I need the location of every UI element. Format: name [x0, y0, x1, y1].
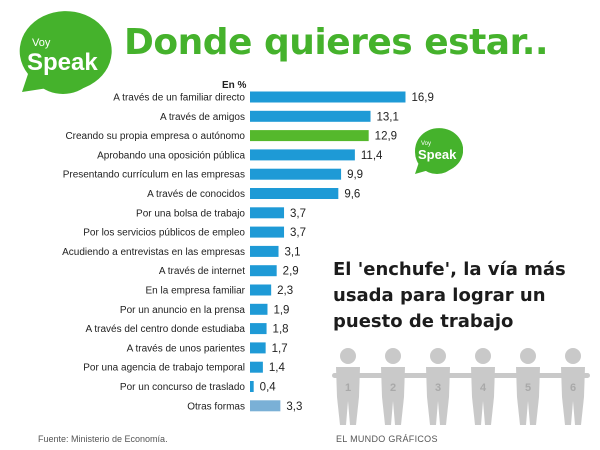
category-label: Acudiendo a entrevistas en las empresas	[62, 247, 245, 258]
category-label: A través de conocidos	[147, 189, 245, 200]
unit-label: En %	[222, 80, 247, 91]
category-label: A través de amigos	[160, 112, 245, 123]
bar	[250, 168, 342, 180]
bar	[250, 130, 369, 142]
person-body	[561, 367, 585, 425]
person-body	[516, 367, 540, 425]
bar	[250, 188, 339, 199]
value-label: 2,9	[283, 266, 299, 278]
bar	[250, 323, 267, 335]
voyspeak-logo: Voy Speak	[19, 11, 112, 94]
category-label: Aprobando una oposición pública	[97, 150, 245, 161]
logo-small-text: Voy	[32, 37, 51, 49]
category-label: A través de internet	[159, 266, 245, 277]
category-label: Por un concurso de traslado	[120, 382, 246, 393]
person-number: 1	[345, 382, 351, 394]
category-label: Por los servicios públicos de empleo	[83, 228, 245, 239]
value-label: 16,9	[411, 92, 433, 104]
headline-text: El 'enchufe', la vía más usada para logr…	[333, 259, 566, 332]
value-label: 13,1	[377, 111, 399, 123]
bar	[250, 207, 285, 219]
badge-small-text: Voy	[421, 141, 431, 147]
person-head	[385, 348, 401, 364]
bar	[250, 284, 272, 296]
value-label: 0,4	[260, 382, 277, 394]
bar	[250, 265, 277, 277]
person-number: 4	[480, 382, 487, 394]
category-label: En la empresa familiar	[146, 286, 246, 297]
bar	[250, 400, 281, 412]
page-title: Donde quieres estar..	[124, 22, 549, 63]
value-label: 3,3	[286, 401, 302, 413]
value-label: 11,4	[361, 150, 383, 162]
person-head	[430, 348, 446, 364]
value-label: 1,7	[272, 343, 288, 355]
people-chain-illustration: 1 2 3 4 5 6	[332, 348, 590, 425]
bar	[250, 110, 371, 122]
category-label: Por una bolsa de trabajo	[136, 208, 245, 219]
person-head	[475, 348, 491, 364]
category-label: Otras formas	[187, 401, 245, 412]
voyspeak-badge: Voy Speak	[415, 128, 463, 174]
category-label: Por un anuncio en la prensa	[120, 305, 246, 316]
value-label: 9,9	[347, 169, 363, 181]
bar	[250, 149, 355, 161]
credit-note: EL MUNDO GRÁFICOS	[336, 434, 438, 444]
value-label: 3,1	[285, 246, 301, 258]
category-label: Creando su propia empresa o autónomo	[65, 131, 245, 142]
value-label: 3,7	[290, 227, 306, 239]
badge-big-text: Speak	[418, 147, 457, 162]
person-number: 3	[435, 382, 441, 394]
bar	[250, 303, 268, 315]
person-number: 5	[525, 382, 531, 394]
linked-arms	[332, 373, 590, 378]
logo-big-text: Speak	[27, 49, 98, 76]
value-label: 9,6	[344, 189, 360, 201]
category-label: A través del centro donde estudiaba	[85, 324, 245, 335]
bar	[250, 381, 254, 392]
category-label: Por una agencia de trabajo temporal	[83, 363, 245, 374]
value-label: 2,3	[277, 285, 293, 297]
value-label: 3,7	[290, 208, 306, 220]
value-label: 1,8	[273, 324, 289, 336]
people-figures: 1 2 3 4 5 6	[332, 348, 590, 425]
person-head	[520, 348, 536, 364]
category-label: A través de un familiar directo	[113, 93, 245, 104]
value-label: 1,4	[269, 362, 286, 374]
category-label: Presentando currículum en las empresas	[63, 170, 245, 181]
person-body	[336, 367, 360, 425]
bar	[250, 245, 279, 257]
person-body	[471, 367, 495, 425]
category-label: A través de unos parientes	[127, 343, 245, 354]
person-number: 2	[390, 382, 396, 394]
bar	[250, 226, 285, 238]
value-label: 1,9	[273, 304, 289, 316]
person-body	[426, 367, 450, 425]
source-note: Fuente: Ministerio de Economía.	[38, 434, 168, 444]
person-head	[340, 348, 356, 364]
person-body	[381, 367, 405, 425]
person-number: 6	[570, 382, 576, 394]
value-label: 12,9	[375, 131, 397, 143]
bar	[250, 91, 406, 103]
bar	[250, 361, 263, 373]
person-head	[565, 348, 581, 364]
bar	[250, 342, 266, 354]
